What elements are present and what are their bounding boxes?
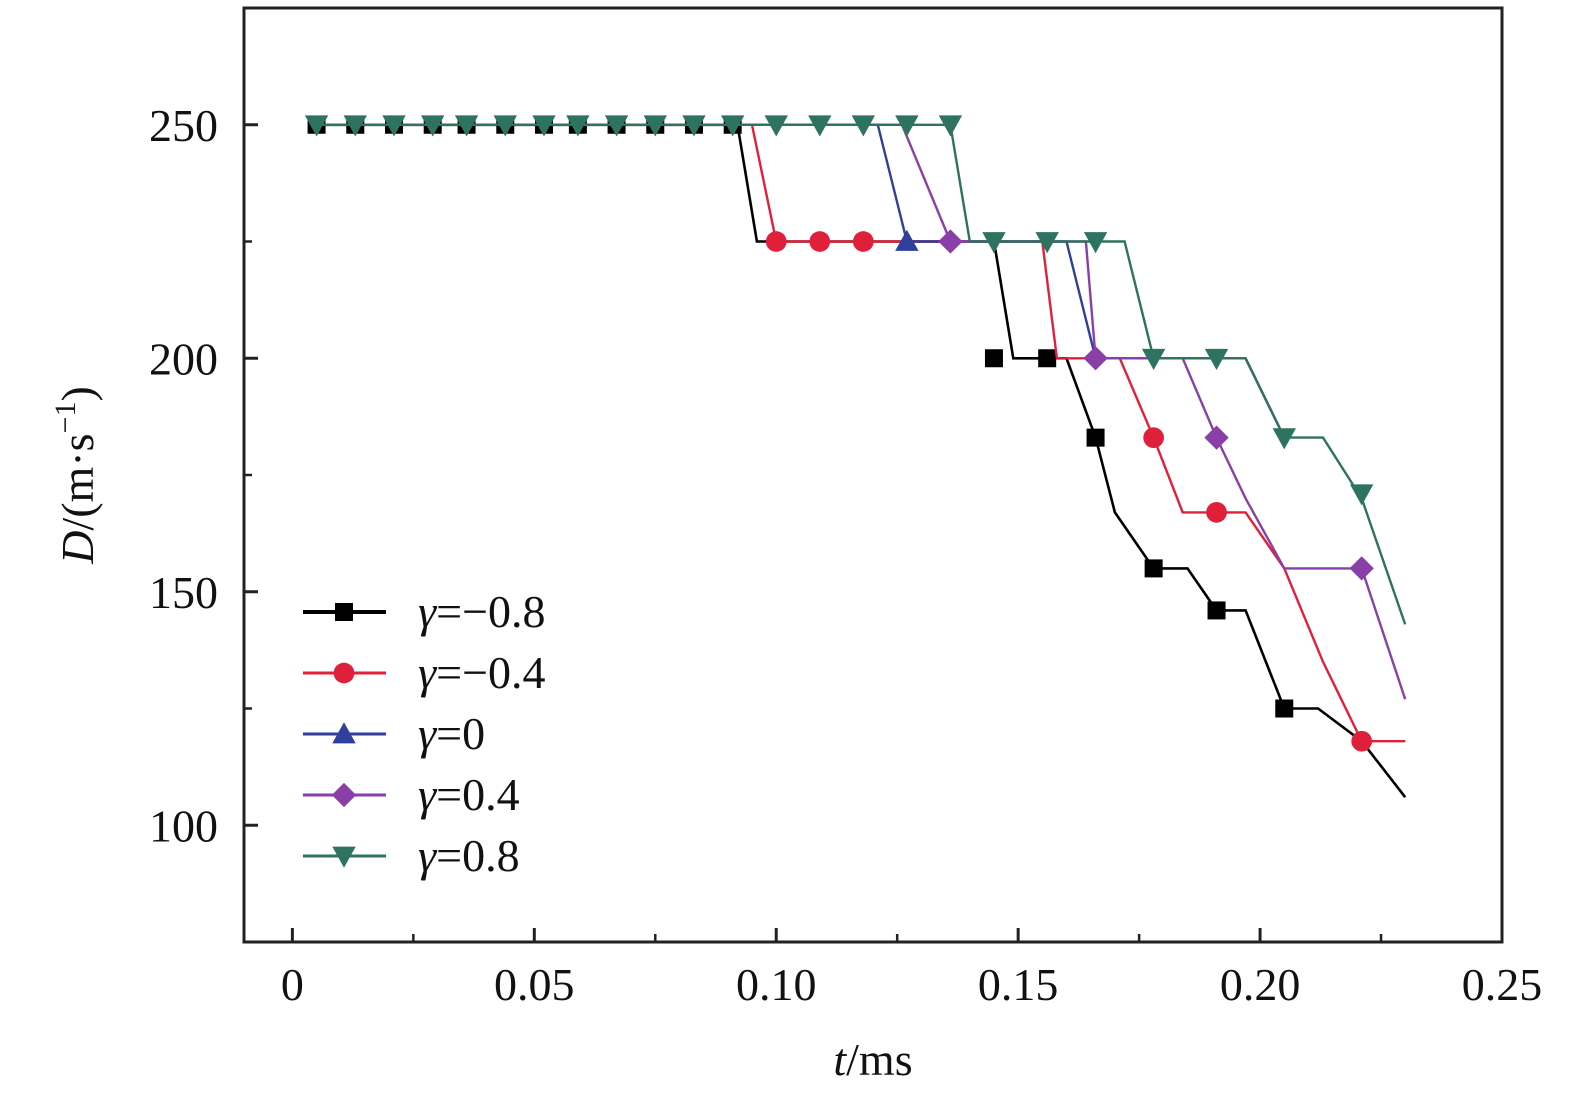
data-point xyxy=(643,115,667,137)
data-point xyxy=(493,115,517,137)
x-tick-label: 0.10 xyxy=(736,959,817,1010)
legend-marker xyxy=(332,846,356,868)
data-point xyxy=(895,115,919,137)
data-point xyxy=(851,115,876,137)
legend-marker xyxy=(335,603,353,621)
data-point xyxy=(809,231,831,252)
y-axis-label: D/(m·s−1) xyxy=(49,386,103,565)
y-axis-label-unit: /(m·s xyxy=(52,433,103,530)
data-point xyxy=(764,115,788,137)
data-point xyxy=(604,115,629,137)
x-tick-label: 0.25 xyxy=(1462,959,1543,1010)
legend-label: γ=−0.8 xyxy=(418,586,546,637)
data-point xyxy=(304,115,329,137)
legend-label: γ=0 xyxy=(418,708,485,759)
data-point xyxy=(1086,428,1105,447)
legend-label-var: γ xyxy=(418,708,438,759)
legend-marker xyxy=(332,722,356,744)
x-tick-label: 0.05 xyxy=(494,959,575,1010)
series-layer xyxy=(304,115,1407,798)
series-2 xyxy=(316,123,1406,752)
data-point xyxy=(895,229,919,251)
data-point xyxy=(1083,346,1108,371)
data-point xyxy=(1035,232,1059,254)
series-line xyxy=(316,123,1407,625)
data-point xyxy=(1349,556,1374,581)
data-point xyxy=(984,349,1003,368)
x-tick-label: 0 xyxy=(281,959,304,1010)
legend-label: γ=0.4 xyxy=(418,769,520,820)
data-point xyxy=(566,115,590,137)
data-point xyxy=(1349,484,1374,506)
data-point xyxy=(421,115,445,137)
legend-label-var: γ xyxy=(418,586,438,637)
legend-marker xyxy=(331,782,357,808)
legend: γ=−0.8γ=−0.4γ=0γ=0.4γ=0.8 xyxy=(303,586,546,881)
y-axis-label-var: D xyxy=(52,531,103,565)
series-5 xyxy=(304,115,1407,625)
legend-label-value: =−0.8 xyxy=(436,586,545,637)
data-point xyxy=(532,115,556,137)
y-tick-label: 250 xyxy=(149,100,218,151)
data-point xyxy=(1207,601,1226,620)
legend-item: γ=0.4 xyxy=(303,769,520,820)
data-point xyxy=(1038,349,1057,368)
data-point xyxy=(765,231,787,252)
x-axis-label: t/ms xyxy=(833,1034,912,1085)
legend-label-value: =0 xyxy=(436,708,485,759)
data-point xyxy=(1204,425,1229,450)
series-3 xyxy=(316,123,1286,439)
series-line xyxy=(316,123,1286,439)
legend-item: γ=−0.8 xyxy=(303,586,546,637)
data-point xyxy=(938,115,963,137)
data-point xyxy=(343,115,367,137)
legend-label-value: =0.4 xyxy=(436,769,519,820)
data-point xyxy=(938,229,963,254)
legend-label-value: =0.8 xyxy=(436,830,519,881)
y-axis-label-sup: −1 xyxy=(49,402,82,434)
x-axis-label-unit: /ms xyxy=(846,1034,912,1085)
y-axis-label-close: ) xyxy=(52,386,103,401)
data-point xyxy=(1141,348,1166,370)
legend-item: γ=0.8 xyxy=(303,830,520,881)
legend-marker xyxy=(333,662,355,684)
data-point xyxy=(1083,232,1108,254)
y-axis: 100 150 200 250 xyxy=(149,100,258,851)
legend-label-var: γ xyxy=(418,647,438,698)
legend-label: γ=0.8 xyxy=(418,830,520,881)
legend-label: γ=−0.4 xyxy=(418,647,546,698)
x-tick-label: 0.15 xyxy=(978,959,1059,1010)
data-point xyxy=(382,115,406,137)
data-point xyxy=(1144,559,1163,578)
data-point xyxy=(1351,730,1373,752)
data-point xyxy=(454,115,479,137)
data-point xyxy=(1204,348,1229,370)
legend-label-value: =−0.4 xyxy=(436,647,545,698)
data-point xyxy=(1275,699,1294,718)
data-point xyxy=(720,115,745,137)
legend-label-var: γ xyxy=(418,769,438,820)
data-point xyxy=(982,232,1006,254)
x-axis: 0 0.05 0.10 0.15 0.20 0.25 xyxy=(281,928,1542,1010)
data-point xyxy=(1272,428,1296,450)
data-point xyxy=(1143,427,1164,448)
x-axis-label-var: t xyxy=(833,1034,847,1085)
y-tick-label: 200 xyxy=(149,333,218,384)
x-tick-label: 0.20 xyxy=(1220,959,1301,1010)
legend-item: γ=0 xyxy=(303,708,485,759)
y-tick-label: 100 xyxy=(149,800,218,851)
data-point xyxy=(682,115,706,137)
data-point xyxy=(852,231,874,252)
legend-item: γ=−0.4 xyxy=(303,647,546,698)
legend-label-var: γ xyxy=(418,830,438,881)
data-point xyxy=(1206,502,1227,523)
y-tick-label: 150 xyxy=(149,567,218,618)
data-point xyxy=(808,115,832,137)
